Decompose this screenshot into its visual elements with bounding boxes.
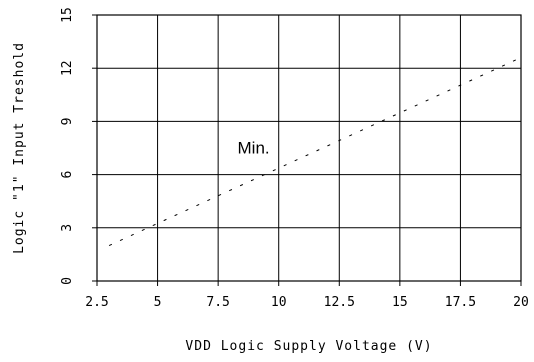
x-tick-label: 12.5: [324, 295, 355, 310]
series-group: [108, 57, 522, 246]
x-tick-label: 20: [513, 295, 529, 310]
y-tick-label: 9: [60, 117, 75, 125]
x-tick-label: 15: [392, 295, 408, 310]
y-tick-label: 12: [60, 60, 75, 76]
y-axis-ticks: 0 3 6 9 12 15: [60, 7, 97, 285]
x-tick-label: 7.5: [206, 295, 229, 310]
plot-frame: [96, 14, 522, 282]
y-tick-label: 15: [60, 7, 75, 23]
x-axis-ticks: 2.5 5 7.5 10 12.5 15 17.5 20: [85, 281, 529, 310]
series-line-min: [108, 57, 522, 246]
x-tick-label: 17.5: [445, 295, 476, 310]
y-tick-label: 3: [60, 224, 75, 232]
y-tick-label: 6: [60, 171, 75, 179]
x-tick-label: 5: [154, 295, 162, 310]
y-tick-label: 0: [60, 277, 75, 285]
x-tick-label: 2.5: [85, 295, 108, 310]
annotation-group: Min.: [238, 138, 270, 157]
y-axis-label: Logic "1" Input Treshold: [12, 42, 27, 254]
x-tick-label: 10: [271, 295, 287, 310]
annotation-label: Min.: [238, 138, 270, 157]
grid-lines: [97, 15, 521, 281]
x-axis-label: VDD Logic Supply Voltage (V): [185, 339, 432, 354]
